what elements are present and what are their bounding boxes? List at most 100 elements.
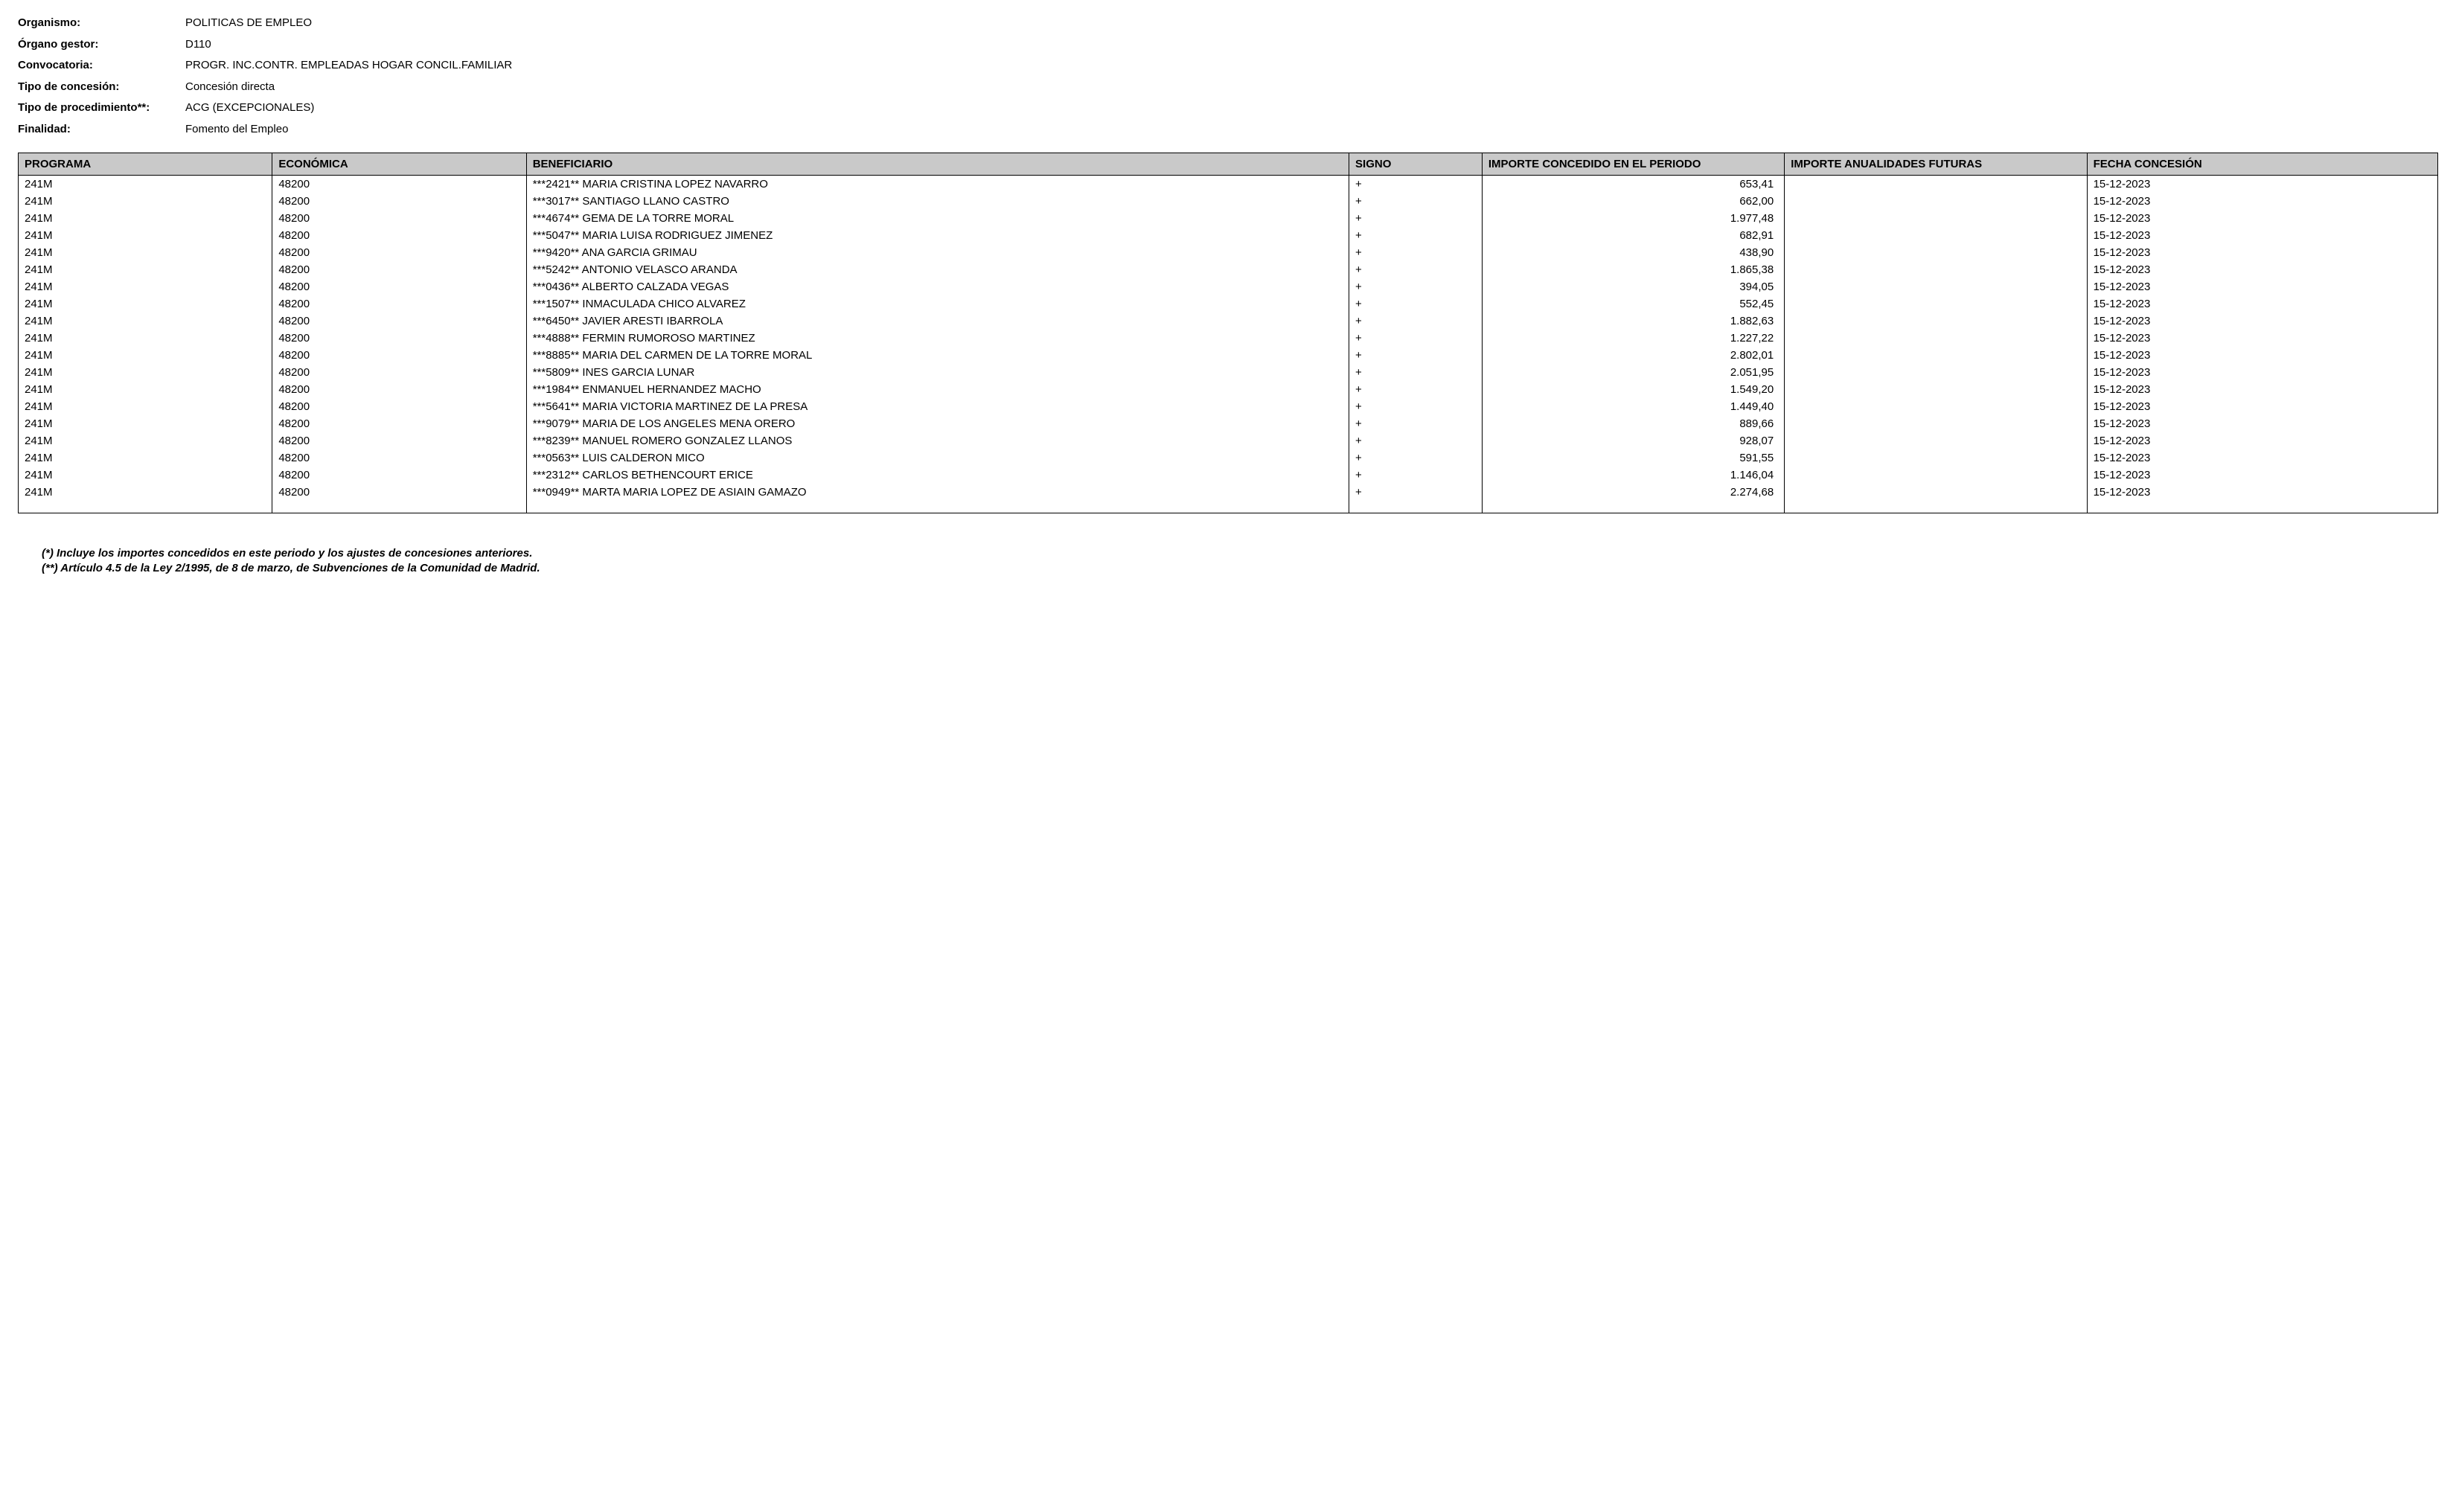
- header-programa: PROGRAMA: [19, 153, 272, 176]
- cell-fecha: 15-12-2023: [2087, 398, 2437, 415]
- cell-importe-futuras: [1785, 193, 2087, 210]
- spacer-cell: [1349, 501, 1483, 513]
- cell-importe-periodo: 2.802,01: [1482, 347, 1784, 364]
- cell-fecha: 15-12-2023: [2087, 484, 2437, 501]
- meta-row-finalidad: Finalidad: Fomento del Empleo: [18, 121, 2438, 138]
- cell-programa: 241M: [19, 278, 272, 295]
- meta-label: Convocatoria:: [18, 57, 185, 74]
- cell-programa: 241M: [19, 313, 272, 330]
- table-row: 241M48200***0563** LUIS CALDERON MICO+59…: [19, 449, 2438, 467]
- cell-fecha: 15-12-2023: [2087, 278, 2437, 295]
- cell-beneficiario: ***6450** JAVIER ARESTI IBARROLA: [526, 313, 1349, 330]
- table-row: 241M48200***0436** ALBERTO CALZADA VEGAS…: [19, 278, 2438, 295]
- table-row: 241M48200***8239** MANUEL ROMERO GONZALE…: [19, 432, 2438, 449]
- cell-fecha: 15-12-2023: [2087, 415, 2437, 432]
- cell-beneficiario: ***4888** FERMIN RUMOROSO MARTINEZ: [526, 330, 1349, 347]
- header-importe-periodo: IMPORTE CONCEDIDO EN EL PERIODO: [1482, 153, 1784, 176]
- cell-importe-futuras: [1785, 261, 2087, 278]
- cell-importe-periodo: 1.549,20: [1482, 381, 1784, 398]
- table-row: 241M48200***2312** CARLOS BETHENCOURT ER…: [19, 467, 2438, 484]
- cell-beneficiario: ***5809** INES GARCIA LUNAR: [526, 364, 1349, 381]
- cell-economica: 48200: [272, 244, 526, 261]
- concesiones-table: PROGRAMA ECONÓMICA BENEFICIARIO SIGNO IM…: [18, 153, 2438, 513]
- footnote-1: (*) Incluye los importes concedidos en e…: [42, 547, 2438, 560]
- cell-programa: 241M: [19, 467, 272, 484]
- cell-signo: +: [1349, 193, 1483, 210]
- header-beneficiario: BENEFICIARIO: [526, 153, 1349, 176]
- table-row: 241M48200***9079** MARIA DE LOS ANGELES …: [19, 415, 2438, 432]
- cell-programa: 241M: [19, 261, 272, 278]
- cell-beneficiario: ***9079** MARIA DE LOS ANGELES MENA ORER…: [526, 415, 1349, 432]
- table-row: 241M48200***6450** JAVIER ARESTI IBARROL…: [19, 313, 2438, 330]
- cell-importe-periodo: 552,45: [1482, 295, 1784, 313]
- cell-beneficiario: ***9420** ANA GARCIA GRIMAU: [526, 244, 1349, 261]
- cell-signo: +: [1349, 381, 1483, 398]
- table-row: 241M48200***8885** MARIA DEL CARMEN DE L…: [19, 347, 2438, 364]
- meta-value: POLITICAS DE EMPLEO: [185, 15, 2438, 32]
- spacer-cell: [272, 501, 526, 513]
- cell-importe-futuras: [1785, 449, 2087, 467]
- meta-label: Órgano gestor:: [18, 36, 185, 54]
- cell-beneficiario: ***2421** MARIA CRISTINA LOPEZ NAVARRO: [526, 176, 1349, 193]
- cell-importe-futuras: [1785, 347, 2087, 364]
- table-row: 241M48200***1507** INMACULADA CHICO ALVA…: [19, 295, 2438, 313]
- cell-economica: 48200: [272, 364, 526, 381]
- cell-importe-periodo: 1.977,48: [1482, 210, 1784, 227]
- cell-programa: 241M: [19, 227, 272, 244]
- cell-economica: 48200: [272, 227, 526, 244]
- cell-importe-periodo: 1.227,22: [1482, 330, 1784, 347]
- cell-fecha: 15-12-2023: [2087, 330, 2437, 347]
- cell-fecha: 15-12-2023: [2087, 347, 2437, 364]
- meta-row-organismo: Organismo: POLITICAS DE EMPLEO: [18, 15, 2438, 32]
- cell-economica: 48200: [272, 210, 526, 227]
- cell-beneficiario: ***8239** MANUEL ROMERO GONZALEZ LLANOS: [526, 432, 1349, 449]
- cell-programa: 241M: [19, 432, 272, 449]
- cell-signo: +: [1349, 244, 1483, 261]
- cell-importe-periodo: 889,66: [1482, 415, 1784, 432]
- meta-value: PROGR. INC.CONTR. EMPLEADAS HOGAR CONCIL…: [185, 57, 2438, 74]
- cell-fecha: 15-12-2023: [2087, 467, 2437, 484]
- cell-fecha: 15-12-2023: [2087, 193, 2437, 210]
- cell-programa: 241M: [19, 415, 272, 432]
- meta-label: Tipo de procedimiento**:: [18, 100, 185, 117]
- cell-importe-futuras: [1785, 467, 2087, 484]
- meta-row-tipo-concesion: Tipo de concesión: Concesión directa: [18, 79, 2438, 96]
- footnotes: (*) Incluye los importes concedidos en e…: [18, 547, 2438, 574]
- cell-importe-futuras: [1785, 313, 2087, 330]
- cell-signo: +: [1349, 347, 1483, 364]
- cell-programa: 241M: [19, 381, 272, 398]
- cell-programa: 241M: [19, 364, 272, 381]
- cell-fecha: 15-12-2023: [2087, 176, 2437, 193]
- table-header-row: PROGRAMA ECONÓMICA BENEFICIARIO SIGNO IM…: [19, 153, 2438, 176]
- cell-programa: 241M: [19, 449, 272, 467]
- cell-signo: +: [1349, 295, 1483, 313]
- table-row: 241M48200***4888** FERMIN RUMOROSO MARTI…: [19, 330, 2438, 347]
- cell-programa: 241M: [19, 193, 272, 210]
- cell-signo: +: [1349, 261, 1483, 278]
- cell-beneficiario: ***4674** GEMA DE LA TORRE MORAL: [526, 210, 1349, 227]
- cell-economica: 48200: [272, 467, 526, 484]
- table-row: 241M48200***5242** ANTONIO VELASCO ARAND…: [19, 261, 2438, 278]
- meta-value: Concesión directa: [185, 79, 2438, 96]
- table-row: 241M48200***0949** MARTA MARIA LOPEZ DE …: [19, 484, 2438, 501]
- cell-economica: 48200: [272, 432, 526, 449]
- table-row: 241M48200***1984** ENMANUEL HERNANDEZ MA…: [19, 381, 2438, 398]
- cell-fecha: 15-12-2023: [2087, 295, 2437, 313]
- cell-economica: 48200: [272, 347, 526, 364]
- cell-beneficiario: ***8885** MARIA DEL CARMEN DE LA TORRE M…: [526, 347, 1349, 364]
- cell-fecha: 15-12-2023: [2087, 227, 2437, 244]
- cell-importe-periodo: 682,91: [1482, 227, 1784, 244]
- cell-economica: 48200: [272, 449, 526, 467]
- cell-beneficiario: ***5242** ANTONIO VELASCO ARANDA: [526, 261, 1349, 278]
- cell-beneficiario: ***0436** ALBERTO CALZADA VEGAS: [526, 278, 1349, 295]
- cell-importe-futuras: [1785, 278, 2087, 295]
- meta-row-organo-gestor: Órgano gestor: D110: [18, 36, 2438, 54]
- table-row: 241M48200***5641** MARIA VICTORIA MARTIN…: [19, 398, 2438, 415]
- cell-beneficiario: ***0563** LUIS CALDERON MICO: [526, 449, 1349, 467]
- cell-fecha: 15-12-2023: [2087, 364, 2437, 381]
- cell-importe-periodo: 653,41: [1482, 176, 1784, 193]
- cell-signo: +: [1349, 210, 1483, 227]
- cell-importe-periodo: 394,05: [1482, 278, 1784, 295]
- cell-programa: 241M: [19, 295, 272, 313]
- meta-value: D110: [185, 36, 2438, 54]
